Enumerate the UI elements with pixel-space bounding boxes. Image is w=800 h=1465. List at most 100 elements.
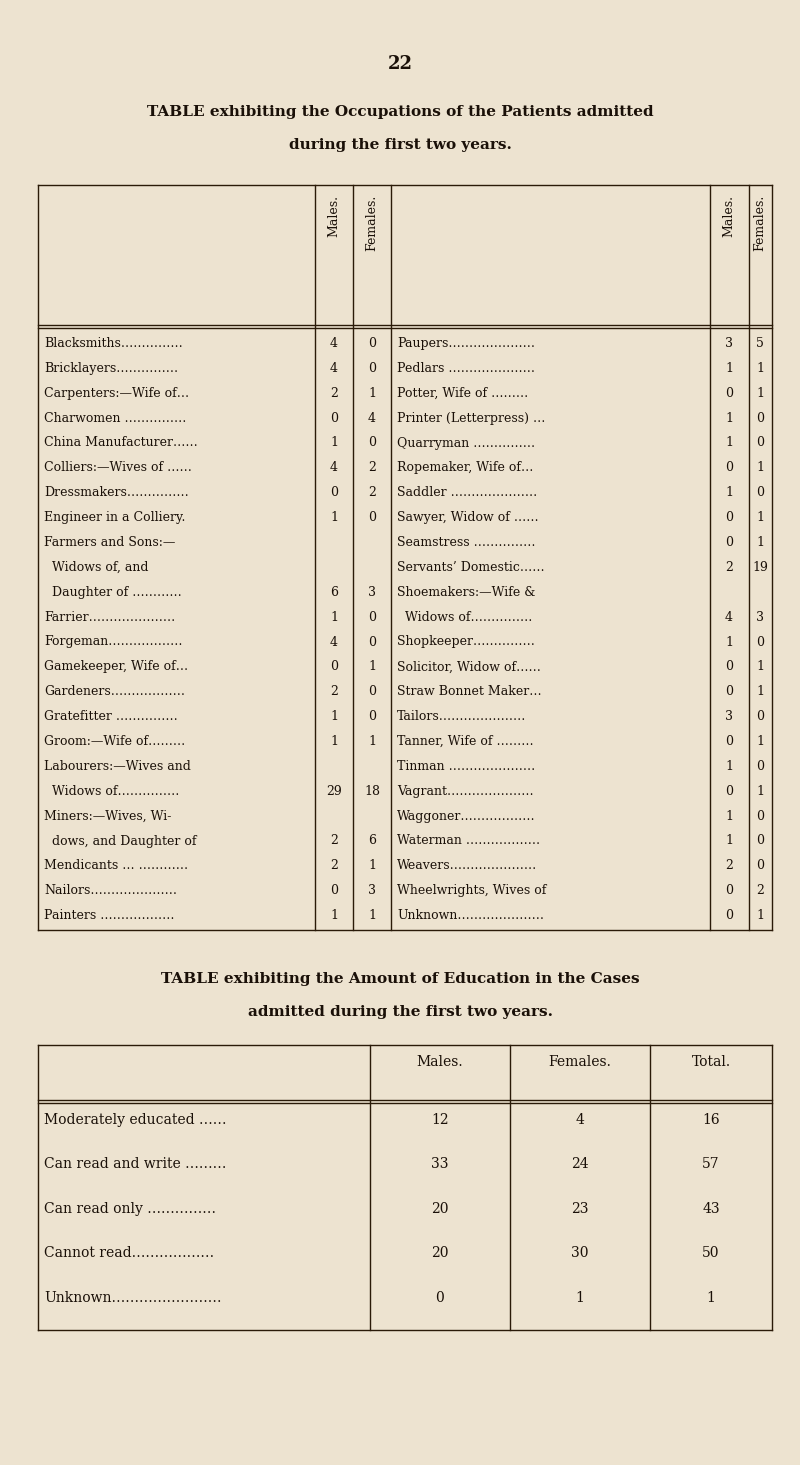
Text: 2: 2	[725, 561, 733, 574]
Text: 12: 12	[431, 1113, 449, 1127]
Text: Colliers:—Wives of ……: Colliers:—Wives of ……	[44, 461, 192, 475]
Text: Cannot read………………: Cannot read………………	[44, 1247, 214, 1260]
Text: 2: 2	[330, 387, 338, 400]
Text: Unknown……………………: Unknown……………………	[44, 1291, 222, 1305]
Text: 1: 1	[725, 362, 733, 375]
Text: Unknown…………………: Unknown…………………	[397, 910, 544, 921]
Text: 30: 30	[571, 1247, 589, 1260]
Text: TABLE exhibiting the Occupations of the Patients admitted: TABLE exhibiting the Occupations of the …	[146, 105, 654, 119]
Text: Miners:—Wives, Wi-: Miners:—Wives, Wi-	[44, 810, 171, 823]
Text: 0: 0	[368, 636, 376, 649]
Text: 1: 1	[330, 437, 338, 450]
Text: 1: 1	[575, 1291, 585, 1305]
Text: Straw Bonnet Maker…: Straw Bonnet Maker…	[397, 686, 542, 699]
Text: 1: 1	[725, 636, 733, 649]
Text: 1: 1	[368, 910, 376, 921]
Text: 0: 0	[330, 885, 338, 897]
Text: 1: 1	[725, 835, 733, 847]
Text: 2: 2	[330, 860, 338, 872]
Text: Engineer in a Colliery.: Engineer in a Colliery.	[44, 511, 186, 524]
Text: 3: 3	[725, 337, 733, 350]
Text: 4: 4	[330, 362, 338, 375]
Text: Painters ………………: Painters ………………	[44, 910, 174, 921]
Text: 0: 0	[368, 337, 376, 350]
Text: 16: 16	[702, 1113, 720, 1127]
Text: 0: 0	[725, 735, 733, 749]
Text: 1: 1	[725, 810, 733, 823]
Text: 5: 5	[756, 337, 764, 350]
Text: Labourers:—Wives and: Labourers:—Wives and	[44, 760, 191, 774]
Text: Waterman ………………: Waterman ………………	[397, 835, 540, 847]
Text: Shoemakers:—Wife &: Shoemakers:—Wife &	[397, 586, 535, 599]
Text: 0: 0	[330, 486, 338, 500]
Text: Carpenters:—Wife of…: Carpenters:—Wife of…	[44, 387, 189, 400]
Text: 29: 29	[326, 785, 342, 798]
Text: China Manufacturer……: China Manufacturer……	[44, 437, 198, 450]
Text: 20: 20	[431, 1201, 449, 1216]
Text: Widows of……………: Widows of……………	[44, 785, 179, 798]
Text: 1: 1	[330, 735, 338, 749]
Text: Daughter of …………: Daughter of …………	[44, 586, 182, 599]
Text: Males.: Males.	[722, 195, 735, 237]
Text: 23: 23	[571, 1201, 589, 1216]
Text: 3: 3	[725, 711, 733, 724]
Text: 4: 4	[368, 412, 376, 425]
Text: Widows of……………: Widows of……………	[397, 611, 532, 624]
Text: 1: 1	[756, 461, 764, 475]
Text: 57: 57	[702, 1157, 720, 1172]
Text: 0: 0	[756, 486, 764, 500]
Text: 1: 1	[756, 387, 764, 400]
Text: Can read only ……………: Can read only ……………	[44, 1201, 216, 1216]
Text: Total.: Total.	[691, 1055, 730, 1069]
Text: Blacksmiths……………: Blacksmiths……………	[44, 337, 182, 350]
Text: 0: 0	[368, 511, 376, 524]
Text: Tinman …………………: Tinman …………………	[397, 760, 535, 774]
Text: 3: 3	[756, 611, 764, 624]
Text: Pedlars …………………: Pedlars …………………	[397, 362, 535, 375]
Text: 1: 1	[368, 661, 376, 674]
Text: 0: 0	[436, 1291, 444, 1305]
Text: 0: 0	[725, 661, 733, 674]
Text: Forgeman………………: Forgeman………………	[44, 636, 182, 649]
Text: Females.: Females.	[754, 195, 766, 252]
Text: Charwomen ……………: Charwomen ……………	[44, 412, 186, 425]
Text: 1: 1	[368, 860, 376, 872]
Text: 1: 1	[756, 362, 764, 375]
Text: Females.: Females.	[366, 195, 378, 252]
Text: 2: 2	[330, 686, 338, 699]
Text: 4: 4	[330, 636, 338, 649]
Text: 0: 0	[756, 810, 764, 823]
Text: Sawyer, Widow of ……: Sawyer, Widow of ……	[397, 511, 538, 524]
Text: 1: 1	[330, 611, 338, 624]
Text: Tanner, Wife of ………: Tanner, Wife of ………	[397, 735, 534, 749]
Text: Quarryman ……………: Quarryman ……………	[397, 437, 535, 450]
Text: Farmers and Sons:—: Farmers and Sons:—	[44, 536, 175, 549]
Text: 1: 1	[756, 686, 764, 699]
Text: Weavers…………………: Weavers…………………	[397, 860, 538, 872]
Text: dows, and Daughter of: dows, and Daughter of	[44, 835, 197, 847]
Text: Waggoner………………: Waggoner………………	[397, 810, 536, 823]
Text: 1: 1	[368, 387, 376, 400]
Text: 1: 1	[725, 486, 733, 500]
Text: 1: 1	[756, 536, 764, 549]
Text: 0: 0	[725, 686, 733, 699]
Text: Shopkeeper……………: Shopkeeper……………	[397, 636, 535, 649]
Text: 50: 50	[702, 1247, 720, 1260]
Text: 2: 2	[756, 885, 764, 897]
Text: 2: 2	[330, 835, 338, 847]
Text: Gratefitter ……………: Gratefitter ……………	[44, 711, 178, 724]
Text: 1: 1	[706, 1291, 715, 1305]
Text: Males.: Males.	[417, 1055, 463, 1069]
Text: Can read and write ………: Can read and write ………	[44, 1157, 226, 1172]
Text: 22: 22	[387, 56, 413, 73]
Text: 1: 1	[725, 437, 733, 450]
Text: Gardeners………………: Gardeners………………	[44, 686, 185, 699]
Text: 1: 1	[330, 910, 338, 921]
Text: Bricklayers……………: Bricklayers……………	[44, 362, 178, 375]
Text: 1: 1	[756, 785, 764, 798]
Text: 2: 2	[368, 461, 376, 475]
Text: 6: 6	[330, 586, 338, 599]
Text: 33: 33	[431, 1157, 449, 1172]
Text: 0: 0	[725, 885, 733, 897]
Text: Farrier…………………: Farrier…………………	[44, 611, 175, 624]
